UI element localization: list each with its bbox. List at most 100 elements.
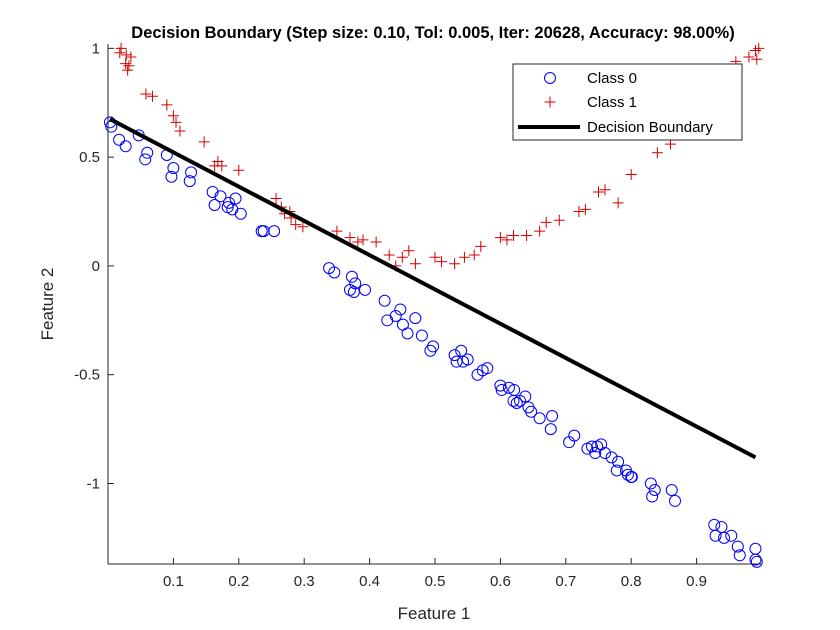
class-0-point — [750, 555, 763, 568]
class-1-point — [115, 42, 127, 54]
class-0-point — [183, 175, 196, 188]
class-0-point — [718, 531, 731, 544]
x-tick-label: 0.9 — [686, 573, 707, 590]
x-tick-label: 0.8 — [621, 573, 642, 590]
class-0-point — [644, 477, 657, 490]
class-1-point — [403, 245, 415, 257]
class-1-point — [344, 232, 356, 244]
x-tick-label: 0.2 — [228, 573, 249, 590]
x-tick-label: 0.7 — [555, 573, 576, 590]
class-1-point — [449, 258, 461, 270]
class-1-point — [125, 51, 137, 63]
class-0-point — [709, 529, 722, 542]
class-1-point — [625, 169, 637, 181]
class-0-point — [665, 484, 678, 497]
class-0-point — [206, 185, 219, 198]
plot-series — [103, 42, 765, 568]
class-0-point — [508, 383, 521, 396]
x-tick-label: 0.6 — [490, 573, 511, 590]
class-0-point — [409, 312, 422, 325]
class-0-point — [415, 329, 428, 342]
class-0-point — [389, 309, 402, 322]
class-0-point — [450, 355, 463, 368]
class-1-point — [593, 186, 604, 198]
y-tick-label: 0 — [92, 258, 100, 275]
class-0-point — [725, 529, 738, 542]
class-1-point — [651, 147, 663, 159]
class-0-point — [669, 494, 682, 507]
class-1-point — [331, 225, 343, 237]
class-0-point — [394, 303, 407, 316]
class-1-point — [383, 249, 395, 261]
class-0-point — [605, 451, 618, 464]
class-1-point — [507, 229, 519, 241]
class-0-point — [139, 153, 152, 166]
class-1-point — [114, 47, 126, 59]
class-1-point — [170, 116, 182, 128]
x-axis-label: Feature 1 — [398, 604, 471, 623]
class-1-point — [573, 206, 585, 218]
class-1-point — [352, 236, 364, 248]
class-0-point — [599, 447, 612, 460]
class-1-point — [174, 125, 186, 137]
class-0-point — [612, 455, 625, 468]
class-1-point — [494, 232, 506, 244]
x-tick-label: 0.1 — [163, 573, 184, 590]
class-0-point — [494, 379, 507, 392]
class-1-point — [161, 99, 173, 111]
class-0-point — [533, 412, 546, 425]
class-1-point — [468, 249, 480, 261]
class-1-point — [501, 234, 513, 246]
class-0-point — [185, 166, 198, 179]
class-1-point — [409, 258, 421, 270]
y-tick-label: 1 — [92, 40, 100, 57]
class-0-point — [502, 381, 515, 394]
x-tick-label: 0.4 — [359, 573, 380, 590]
class-0-point — [349, 277, 362, 290]
class-0-point — [359, 283, 372, 296]
legend-label: Decision Boundary — [587, 119, 713, 136]
chart-title: Decision Boundary (Step size: 0.10, Tol:… — [131, 24, 734, 42]
class-0-point — [589, 447, 602, 460]
class-1-point — [429, 251, 441, 263]
y-tick-label: -1 — [87, 475, 100, 492]
class-1-point — [270, 192, 282, 204]
class-1-point — [521, 229, 533, 241]
class-0-point — [141, 146, 154, 159]
legend-plus-swatch — [544, 96, 556, 108]
class-0-point — [427, 340, 440, 353]
class-1-point — [579, 203, 591, 215]
class-0-point — [328, 266, 341, 279]
class-1-point — [167, 110, 179, 122]
class-1-point — [123, 60, 135, 72]
class-0-point — [345, 270, 358, 283]
legend-circle-swatch — [544, 72, 556, 84]
class-1-point — [122, 64, 134, 76]
class-0-point — [461, 353, 474, 366]
class-1-point — [458, 251, 470, 263]
class-0-point — [347, 286, 360, 299]
class-0-point — [448, 349, 461, 362]
class-0-point — [585, 440, 598, 453]
class-0-point — [495, 383, 508, 396]
legend-label: Class 0 — [587, 70, 637, 87]
class-1-point — [540, 216, 552, 228]
legend-label: Class 1 — [587, 94, 637, 111]
class-1-point — [436, 256, 448, 268]
class-0-point — [546, 410, 559, 423]
y-axis-label: Feature 2 — [38, 268, 57, 341]
decision-boundary-line — [109, 117, 757, 460]
class-0-point — [525, 405, 538, 418]
class-0-point — [568, 429, 581, 442]
class-1-point — [146, 90, 158, 102]
class-1-point — [751, 53, 763, 65]
class-0-point — [481, 362, 494, 375]
class-1-point — [396, 251, 408, 263]
x-tick-label: 0.3 — [294, 573, 315, 590]
class-1-point — [612, 197, 624, 209]
class-0-point — [167, 162, 180, 175]
class-0-point — [208, 199, 221, 212]
class-0-point — [257, 225, 270, 238]
legend: Class 0 Class 1 Decision Boundary — [512, 63, 743, 141]
